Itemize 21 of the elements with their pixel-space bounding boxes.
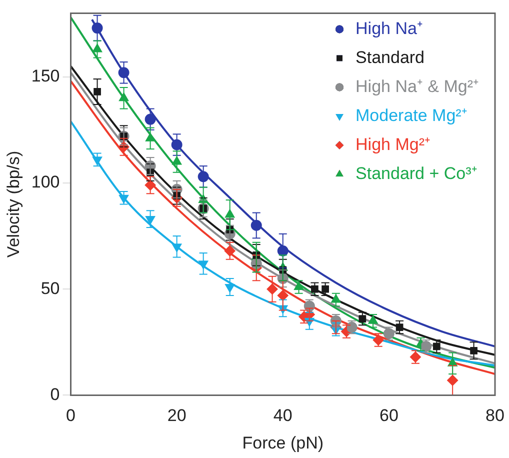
legend-label: High Na⁺ & Mg²⁺ (356, 76, 480, 96)
x-tick-label: 40 (273, 406, 292, 426)
legend-label: High Na⁺ (356, 18, 423, 38)
point (198, 171, 209, 182)
x-tick-label: 20 (167, 406, 186, 426)
point (94, 88, 101, 96)
y-tick-label: 0 (50, 384, 60, 404)
point (172, 156, 182, 165)
x-tick-label: 0 (66, 406, 76, 426)
point (470, 346, 478, 354)
x-tick-label: 60 (379, 406, 398, 426)
y-tick-label: 100 (31, 172, 60, 192)
y-axis-title: Velocity (bp/s) (4, 150, 23, 258)
y-tick-label: 50 (40, 278, 60, 298)
legend-label: Standard (356, 48, 425, 67)
legend-label: Moderate Mg²⁺ (356, 106, 468, 125)
x-axis-title: Force (pN) (242, 433, 324, 452)
legend-label: High Mg²⁺ (356, 134, 430, 154)
legend-label: Standard + Co³⁺ (356, 164, 478, 183)
y-tick-label: 150 (31, 66, 60, 86)
x-tick-label: 80 (486, 406, 504, 426)
